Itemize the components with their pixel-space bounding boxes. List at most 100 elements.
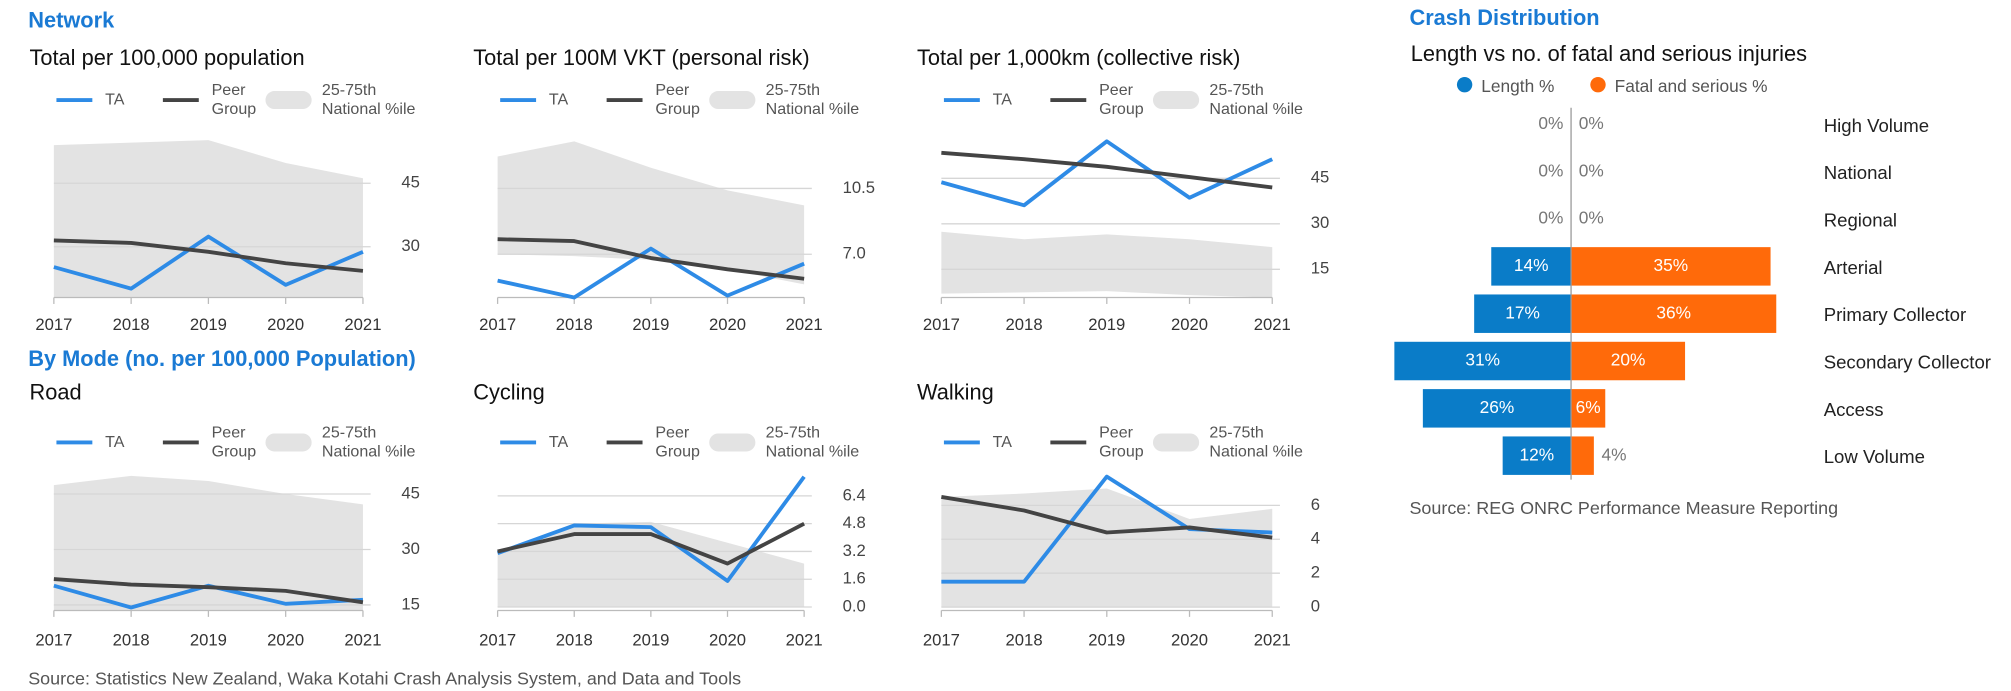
legend-swatch: [1152, 91, 1200, 110]
x-tick-label: 2017: [923, 315, 960, 334]
x-tick-label: 2017: [923, 631, 960, 650]
band-area: [53, 475, 363, 611]
y-tick-label: 45: [1311, 168, 1330, 187]
y-tick-label: 10.5: [843, 178, 875, 197]
series-line: [53, 234, 364, 291]
x-tick-label: 2018: [556, 315, 593, 334]
value-label: 0%: [1579, 208, 1604, 228]
x-tick-label: 2021: [786, 315, 823, 334]
x-tick-label: 2020: [709, 631, 746, 650]
legend-label: TA: [992, 432, 1012, 451]
bar: [1422, 389, 1572, 428]
legend-label: 25-75th National %ile: [765, 80, 860, 118]
legend-label: 25-75th National %ile: [321, 80, 416, 118]
y-tick-label: 30: [401, 539, 420, 558]
category-label: Access: [1824, 399, 1884, 420]
y-tick-label: 6: [1311, 495, 1320, 514]
value-label: 35%: [1654, 255, 1689, 275]
chart-title: Road: [29, 379, 81, 404]
chart-title: Walking: [917, 379, 994, 404]
legend-label: TA: [992, 90, 1012, 109]
y-tick-label: 15: [1311, 259, 1330, 278]
legend-swatch: [1152, 433, 1200, 452]
bar: [1394, 341, 1572, 381]
series-line: [497, 246, 805, 300]
x-tick-label: 2018: [113, 631, 150, 650]
legend-label: Peer Group: [1099, 423, 1144, 461]
category-label: Low Volume: [1824, 446, 1925, 467]
value-label: 17%: [1505, 302, 1540, 322]
y-tick-label: 45: [401, 173, 420, 192]
legend-swatch: [265, 433, 312, 452]
legend-label: TA: [548, 432, 569, 451]
y-tick-label: 1.6: [843, 569, 866, 588]
band-area: [497, 141, 805, 285]
x-tick-label: 2018: [556, 631, 593, 650]
legend-label: Peer Group: [655, 80, 700, 118]
chart-title: Crash Distribution: [1409, 5, 1599, 30]
legend-label: Peer Group: [211, 80, 257, 118]
series-line: [497, 521, 806, 566]
series-line: [941, 150, 1273, 190]
x-tick-label: 2019: [1088, 631, 1125, 650]
series-line: [497, 237, 805, 281]
value-label: 12%: [1520, 444, 1555, 464]
x-tick-label: 2019: [190, 631, 227, 650]
x-tick-label: 2020: [1171, 315, 1208, 334]
legend-label: Peer Group: [1099, 80, 1144, 118]
series-line: [53, 238, 364, 273]
value-label: 0%: [1538, 160, 1563, 180]
y-tick-label: 30: [401, 236, 420, 255]
x-tick-label: 2018: [1006, 631, 1043, 650]
legend-label: TA: [105, 432, 125, 451]
x-tick-label: 2017: [35, 631, 72, 650]
y-tick-label: 3.2: [843, 541, 866, 560]
y-tick-label: 15: [401, 594, 420, 613]
x-tick-label: 2019: [190, 315, 227, 334]
x-tick-label: 2020: [267, 631, 304, 650]
chart-title: Total per 100,000 population: [29, 45, 304, 70]
legend-swatch: [709, 91, 756, 110]
legend-label: 25-75th National %ile: [765, 423, 860, 461]
legend-label: TA: [105, 90, 125, 109]
y-tick-label: 45: [401, 483, 420, 502]
legend-label: TA: [548, 90, 569, 109]
y-tick-label: 6.4: [843, 485, 866, 504]
value-label: 14%: [1514, 255, 1549, 275]
legend-label: Length %: [1481, 76, 1554, 96]
y-tick-label: 4: [1311, 529, 1320, 548]
section-heading: Network: [28, 8, 115, 33]
source-note: Source: Statistics New Zealand, Waka Kot…: [28, 668, 741, 688]
bar: [1491, 247, 1572, 286]
x-tick-label: 2019: [1088, 315, 1125, 334]
series-line: [941, 495, 1273, 540]
bar: [1474, 294, 1572, 333]
category-label: Arterial: [1824, 257, 1883, 278]
x-tick-label: 2021: [786, 631, 823, 650]
legend-swatch: [1456, 76, 1473, 93]
x-tick-label: 2020: [1171, 631, 1208, 650]
legend-swatch: [265, 91, 312, 110]
legend-label: 25-75th National %ile: [321, 423, 416, 461]
x-tick-label: 2021: [1254, 315, 1291, 334]
y-tick-label: 0.0: [843, 596, 866, 615]
source-note: Source: REG ONRC Performance Measure Rep…: [1409, 498, 1838, 518]
chart-title: Cycling: [473, 379, 544, 404]
value-label: 0%: [1538, 113, 1563, 133]
bar: [1571, 247, 1771, 286]
y-tick-label: 4.8: [843, 513, 866, 532]
section-heading: By Mode (no. per 100,000 Population): [28, 346, 416, 371]
band-area: [53, 140, 363, 298]
series-line: [496, 475, 806, 583]
value-label: 4%: [1602, 444, 1627, 464]
y-tick-label: 0: [1311, 596, 1320, 615]
chart-title: Total per 1,000km (collective risk): [917, 45, 1240, 70]
y-tick-label: 30: [1311, 213, 1330, 232]
value-label: 0%: [1538, 208, 1563, 228]
chart-subtitle: Length vs no. of fatal and serious injur…: [1411, 41, 1807, 66]
value-label: 20%: [1611, 350, 1646, 370]
series-line: [940, 139, 1274, 208]
x-tick-label: 2017: [35, 315, 72, 334]
